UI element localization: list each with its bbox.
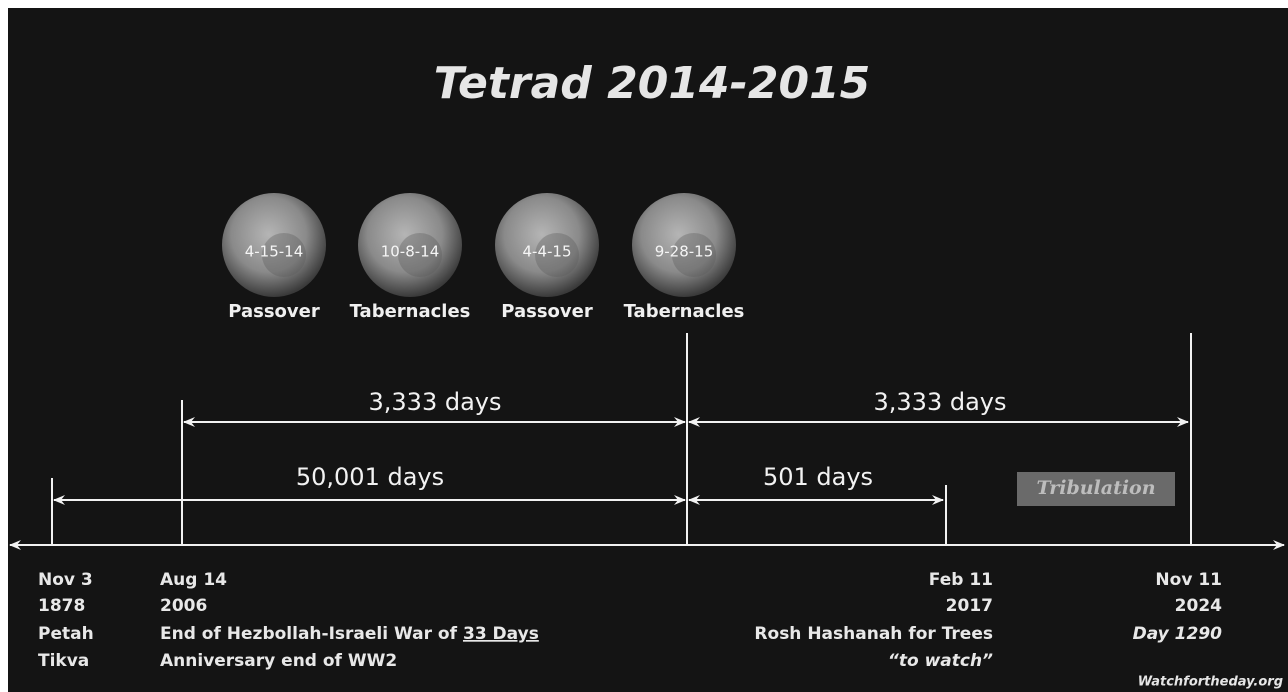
date-line: Petah [38,624,94,644]
tribulation-label: Tribulation [1036,477,1155,499]
date-line: 2006 [160,596,207,616]
moon [222,193,326,297]
date-line: End of Hezbollah-Israeli War of 33 Days [160,624,539,644]
date-line: Feb 11 [929,570,993,590]
tribulation-box [1017,472,1175,506]
moon-label: Passover [501,301,593,322]
date-line: Anniversary end of WW2 [160,651,397,671]
date-columns: Nov 3 1878 Petah Tikva Aug 14 2006 End of Hezb… [38,570,1222,671]
moon-label: Passover [228,301,320,322]
moon-shade [535,233,579,277]
span-label: 3,333 days [874,388,1007,416]
moon-date: 4-15-14 [245,243,304,261]
date-line: “to watch” [888,651,993,671]
moon-shade [672,233,716,277]
moon-label: Tabernacles [350,301,471,322]
moon [632,193,736,297]
date-line: Aug 14 [160,570,227,590]
date-line: 2017 [946,596,993,616]
span-label: 50,001 days [296,463,444,491]
title: Tetrad 2014-2015 [434,58,871,109]
moon-date: 10-8-14 [381,243,440,261]
moon-shade [262,233,306,277]
date-line: 2024 [1175,596,1222,616]
credit: Watchfortheday.org [1138,675,1283,690]
span-label: 3,333 days [369,388,502,416]
moon-date: 4-4-15 [523,243,572,261]
date-line: Rosh Hashanah for Trees [754,624,993,644]
moon-shade [398,233,442,277]
moon-label: Tabernacles [624,301,745,322]
date-line: Nov 11 [1155,570,1222,590]
date-line: Day 1290 [1133,624,1223,644]
span-label: 501 days [763,463,873,491]
moons: 4-15-14 Passover 10-8-14 Tabernacles 4-4-15 P… [222,193,744,322]
date-line-text: End of Hezbollah-Israeli War of [160,624,458,644]
date-line-underlined: 33 Days [463,624,539,644]
background [8,8,1288,692]
moon [495,193,599,297]
date-line: 1878 [38,596,85,616]
date-line: Nov 3 [38,570,93,590]
date-line: Tikva [38,651,89,671]
moon [358,193,462,297]
moon-date: 9-28-15 [655,243,714,261]
